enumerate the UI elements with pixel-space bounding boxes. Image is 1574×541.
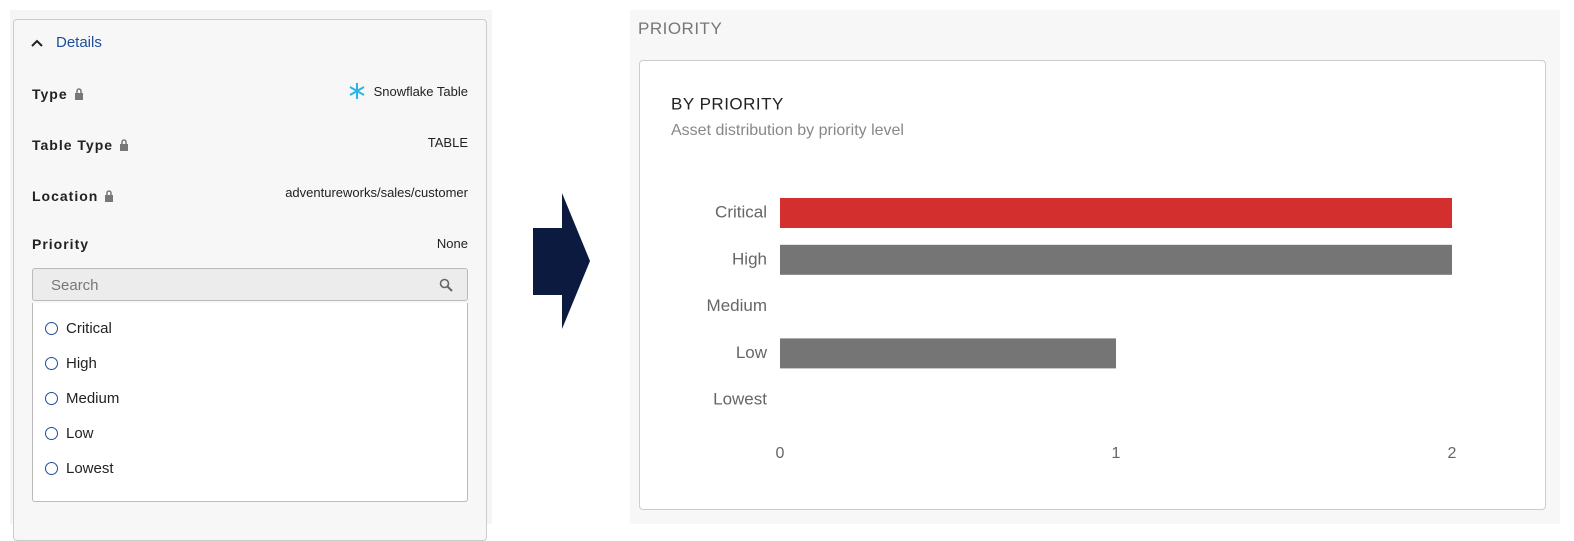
section-title: PRIORITY (638, 19, 723, 38)
option-label: High (66, 355, 97, 372)
page: Details Type Snowflake Table Table Type … (10, 10, 1560, 541)
field-label: Location (32, 188, 114, 204)
snowflake-icon (349, 83, 365, 99)
details-panel: Details Type Snowflake Table Table Type … (10, 10, 492, 541)
lock-icon (74, 88, 83, 100)
radio[interactable] (45, 322, 58, 335)
field-value-text: Snowflake Table (373, 83, 468, 99)
radio[interactable] (45, 392, 58, 405)
details-card: Details Type Snowflake Table Table Type … (13, 19, 487, 541)
option-row[interactable]: Low (45, 425, 94, 442)
search-placeholder: Search (51, 277, 99, 294)
radio[interactable] (45, 357, 58, 370)
details-label: Details (56, 34, 102, 51)
chevron-icon (31, 39, 43, 47)
chart-card: BY PRIORITY Asset distribution by priori… (639, 60, 1546, 510)
field-label-text: Table Type (32, 137, 114, 153)
field-label-text: Type (32, 86, 68, 102)
field-value: adventureworks/sales/customer (285, 185, 468, 200)
option-row[interactable]: Lowest (45, 460, 114, 477)
option-row[interactable]: Medium (45, 390, 119, 407)
option-label: Critical (66, 320, 112, 337)
bar (780, 198, 1452, 228)
option-label: Medium (66, 390, 120, 407)
field-label-text: Location (32, 188, 99, 204)
priority-section: PRIORITY BY PRIORITY Asset distribution … (630, 10, 1560, 524)
option-row[interactable]: Critical (45, 320, 112, 337)
field-value: TABLE (427, 135, 468, 150)
option-row[interactable]: High (45, 355, 97, 372)
field-label: Type (32, 86, 84, 102)
x-tick-label: 1 (1112, 445, 1121, 462)
y-tick-label: Medium (707, 296, 767, 315)
option-list: Critical High Medium Low Lowest (32, 303, 468, 502)
lock-icon (105, 190, 114, 202)
y-tick-label: Lowest (713, 390, 767, 409)
chart: BY PRIORITY Asset distribution by priori… (671, 94, 1457, 462)
field-label: Priority (32, 236, 90, 252)
arrow (533, 193, 590, 329)
search-box[interactable]: Search (32, 268, 468, 301)
bar (780, 244, 1452, 275)
y-tick-label: High (732, 249, 767, 268)
option-label: Low (66, 425, 94, 442)
x-tick-label: 2 (1448, 445, 1457, 462)
details-toggle[interactable]: Details (30, 34, 102, 51)
y-tick-label: Low (736, 343, 768, 362)
radio[interactable] (45, 427, 58, 440)
field-value: None (436, 236, 468, 251)
option-label: Lowest (66, 460, 114, 477)
field-value: Snowflake Table (348, 82, 468, 100)
chart-title: BY PRIORITY (671, 94, 784, 113)
radio[interactable] (45, 462, 58, 475)
search-icon (439, 278, 453, 292)
field-label: Table Type (32, 137, 129, 153)
x-tick-label: 0 (776, 445, 785, 462)
bar (780, 338, 1116, 369)
chart-subtitle: Asset distribution by priority level (671, 122, 904, 139)
y-tick-label: Critical (715, 202, 767, 221)
lock-icon (120, 139, 129, 151)
